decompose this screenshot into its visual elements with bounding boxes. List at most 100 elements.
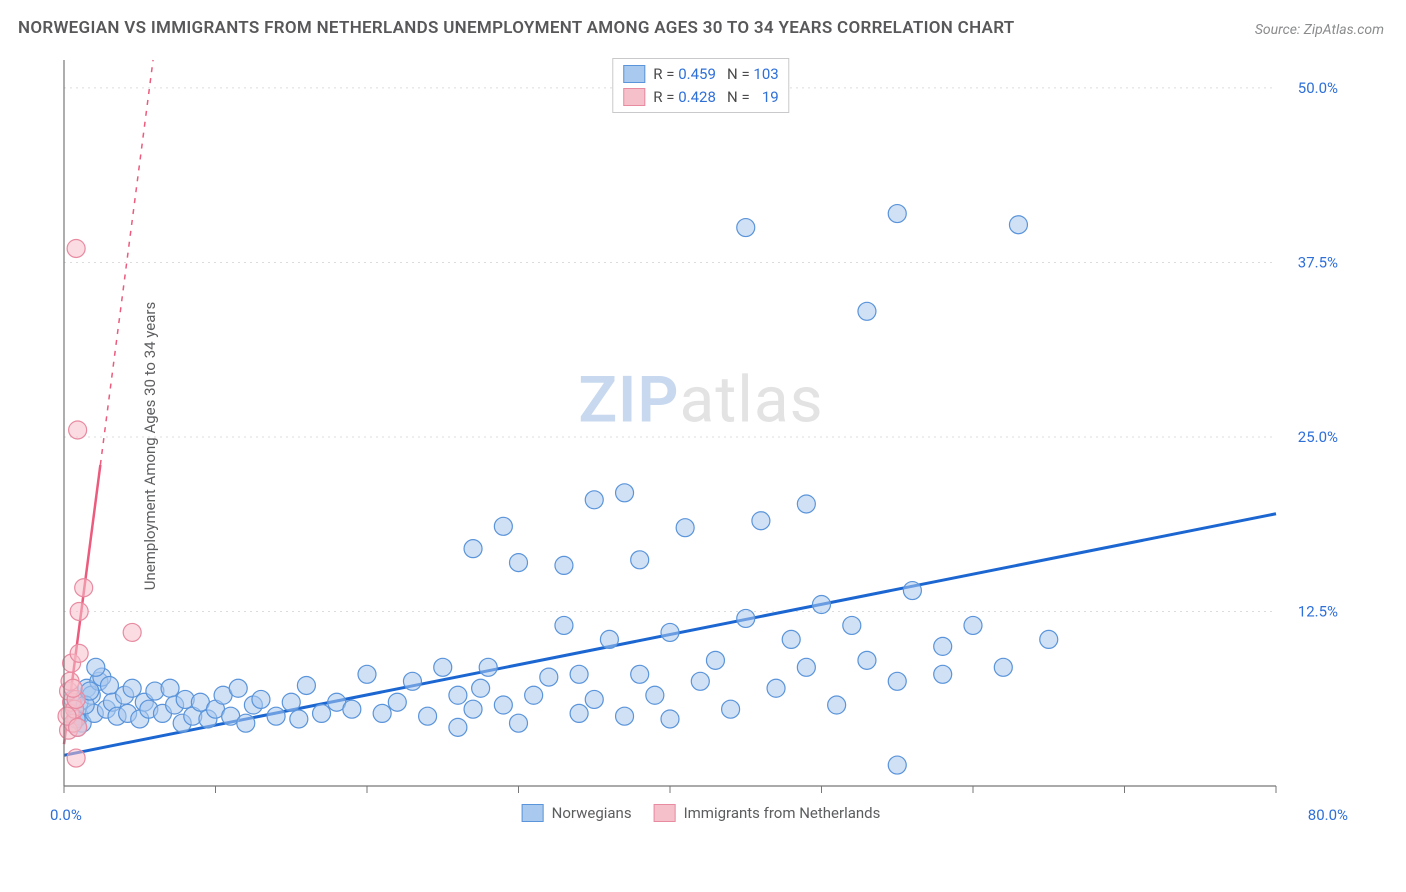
data-point xyxy=(297,676,315,694)
data-point xyxy=(313,704,331,722)
data-point xyxy=(631,665,649,683)
data-point xyxy=(67,239,85,257)
data-point xyxy=(161,679,179,697)
data-point xyxy=(252,690,270,708)
data-point xyxy=(555,556,573,574)
data-point xyxy=(123,623,141,641)
data-point xyxy=(737,609,755,627)
svg-text:37.5%: 37.5% xyxy=(1298,253,1338,271)
data-point xyxy=(903,582,921,600)
data-point xyxy=(464,540,482,558)
data-point xyxy=(388,693,406,711)
data-point xyxy=(87,658,105,676)
data-point xyxy=(964,616,982,634)
data-point xyxy=(510,714,528,732)
data-point xyxy=(69,421,87,439)
data-point xyxy=(661,710,679,728)
data-point xyxy=(570,704,588,722)
data-point xyxy=(540,668,558,686)
legend-stat-row: R = 0.459 N = 103 xyxy=(623,63,778,86)
legend-swatch xyxy=(654,804,676,822)
data-point xyxy=(843,616,861,634)
data-point xyxy=(449,686,467,704)
data-point xyxy=(555,616,573,634)
data-point xyxy=(464,700,482,718)
data-point xyxy=(75,579,93,597)
legend-item: Immigrants from Netherlands xyxy=(654,804,881,822)
data-point xyxy=(888,672,906,690)
data-point xyxy=(813,596,831,614)
data-point xyxy=(858,651,876,669)
scatter-chart: 12.5% 25.0% 37.5% 50.0% xyxy=(56,54,1346,822)
data-point xyxy=(373,704,391,722)
legend-label: Norwegians xyxy=(552,804,632,822)
data-point xyxy=(828,696,846,714)
source-attribution: Source: ZipAtlas.com xyxy=(1255,22,1384,38)
data-point xyxy=(1009,216,1027,234)
legend-swatch xyxy=(522,804,544,822)
data-point xyxy=(676,519,694,537)
data-point xyxy=(722,700,740,718)
data-point xyxy=(888,756,906,774)
data-point xyxy=(858,302,876,320)
data-point xyxy=(691,672,709,690)
data-point xyxy=(616,707,634,725)
data-point xyxy=(282,693,300,711)
data-point xyxy=(267,707,285,725)
data-point xyxy=(994,658,1012,676)
data-point xyxy=(229,679,247,697)
data-point xyxy=(479,658,497,676)
data-point xyxy=(67,749,85,767)
data-point xyxy=(752,512,770,530)
legend-swatch xyxy=(623,88,645,106)
correlation-legend: R = 0.459 N = 103R = 0.428 N = 19 xyxy=(612,58,789,113)
data-point xyxy=(706,651,724,669)
data-point xyxy=(290,710,308,728)
svg-text:12.5%: 12.5% xyxy=(1298,602,1338,620)
data-point xyxy=(570,665,588,683)
data-point xyxy=(494,696,512,714)
data-point xyxy=(358,665,376,683)
data-point xyxy=(600,630,618,648)
data-point xyxy=(64,679,82,697)
plot-area: 12.5%25.0%37.5%50.0% ZIPatlas R = 0.459 … xyxy=(56,54,1346,822)
data-point xyxy=(419,707,437,725)
data-point xyxy=(343,700,361,718)
data-point xyxy=(403,672,421,690)
data-point xyxy=(646,686,664,704)
legend-item: Norwegians xyxy=(522,804,632,822)
legend-swatch xyxy=(623,65,645,83)
data-point xyxy=(70,602,88,620)
data-point xyxy=(494,517,512,535)
data-point xyxy=(70,644,88,662)
data-point xyxy=(585,690,603,708)
chart-title: NORWEGIAN VS IMMIGRANTS FROM NETHERLANDS… xyxy=(18,18,1015,38)
data-point xyxy=(472,679,490,697)
data-point xyxy=(449,718,467,736)
svg-text:25.0%: 25.0% xyxy=(1298,428,1338,446)
data-point xyxy=(237,714,255,732)
data-point xyxy=(510,554,528,572)
data-point xyxy=(616,484,634,502)
data-point xyxy=(767,679,785,697)
data-point xyxy=(525,686,543,704)
data-point xyxy=(888,205,906,223)
legend-stat-row: R = 0.428 N = 19 xyxy=(623,86,778,109)
data-point xyxy=(1040,630,1058,648)
data-point xyxy=(737,219,755,237)
data-point xyxy=(934,665,952,683)
data-point xyxy=(782,630,800,648)
legend-label: Immigrants from Netherlands xyxy=(684,804,881,822)
data-point xyxy=(69,718,87,736)
data-point xyxy=(123,679,141,697)
svg-text:50.0%: 50.0% xyxy=(1298,79,1338,97)
series-legend: Norwegians Immigrants from Netherlands xyxy=(522,804,881,822)
x-axis-min-label: 0.0% xyxy=(50,806,82,824)
trend-line-dashed xyxy=(100,60,153,465)
data-point xyxy=(434,658,452,676)
data-point xyxy=(797,495,815,513)
data-point xyxy=(797,658,815,676)
data-point xyxy=(585,491,603,509)
data-point xyxy=(934,637,952,655)
data-point xyxy=(631,551,649,569)
